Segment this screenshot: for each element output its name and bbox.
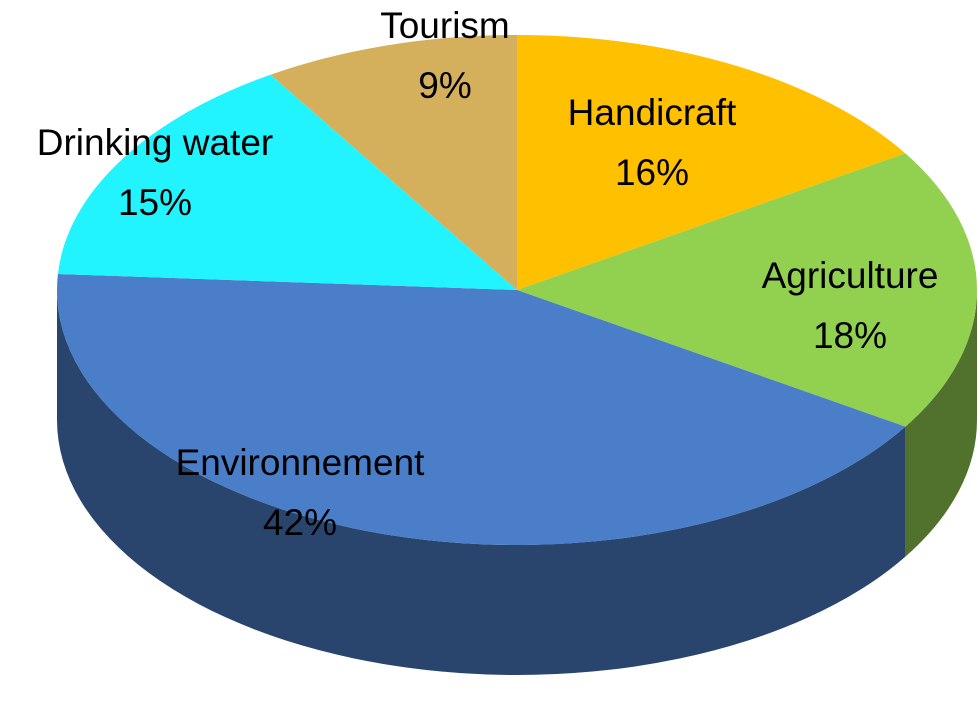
pie-side bbox=[57, 290, 906, 675]
pie-slice bbox=[57, 273, 906, 545]
pie-slice bbox=[517, 153, 978, 427]
slice-value-label: 9% bbox=[418, 65, 471, 106]
slice-label: Tourism bbox=[380, 5, 510, 46]
slice-label: Drinking water bbox=[37, 122, 273, 163]
slice-value-label: 16% bbox=[615, 152, 689, 193]
pie-slice bbox=[270, 35, 517, 290]
slice-value-label: 18% bbox=[813, 315, 887, 356]
slice-value-label: 15% bbox=[118, 182, 192, 223]
slice-value-label: 42% bbox=[263, 502, 337, 543]
pie-side bbox=[905, 290, 977, 557]
pie-slice bbox=[57, 74, 517, 290]
slice-label: Environnement bbox=[176, 442, 426, 483]
slice-label: Agriculture bbox=[762, 255, 939, 296]
pie-slice bbox=[517, 35, 906, 290]
slice-label: Handicraft bbox=[568, 92, 737, 133]
